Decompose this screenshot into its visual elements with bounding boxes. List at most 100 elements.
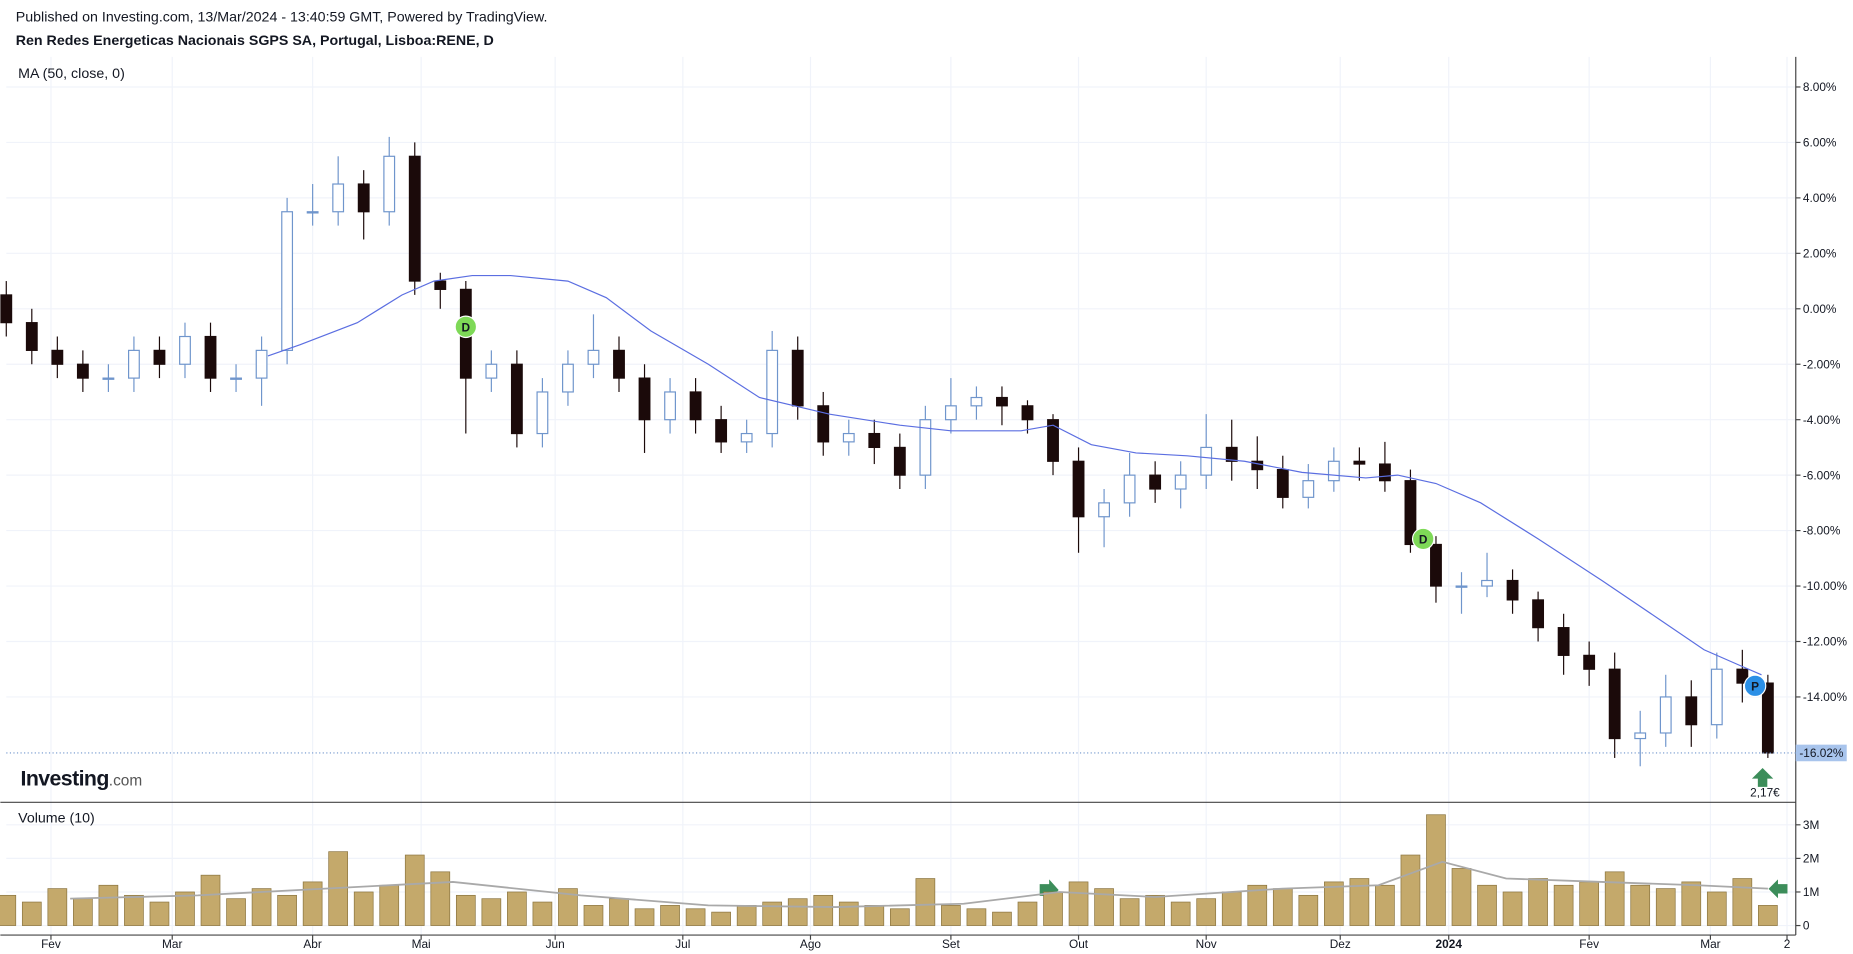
candle-body (1481, 579, 1493, 587)
volume-bar (1196, 898, 1217, 926)
volume-bar (1451, 868, 1472, 926)
y-tick-label: 0.00% (1803, 302, 1837, 316)
candle-body (944, 405, 957, 421)
volume-bar (762, 901, 783, 926)
candle-body (230, 377, 242, 380)
candle-body (868, 432, 881, 449)
volume-bar (558, 888, 578, 926)
candle-body (1506, 579, 1519, 601)
volume-bar (98, 884, 119, 926)
candle-body (893, 446, 906, 476)
y-tick-label: 2M (1803, 852, 1819, 866)
volume-bar (1375, 884, 1395, 926)
x-tick-label: Mar (162, 937, 182, 951)
event-marker-label: D (1419, 533, 1428, 547)
candle-body (1276, 469, 1289, 498)
candle-body (842, 432, 855, 443)
volume-bar (1579, 881, 1599, 926)
candle-body (1174, 474, 1187, 490)
x-tick-label: Fev (41, 937, 61, 951)
y-tick-label: -8.00% (1803, 524, 1841, 538)
candle-body (689, 391, 702, 421)
arrow-up (1751, 767, 1774, 787)
candle-body (1327, 460, 1340, 482)
volume-bar (583, 905, 604, 926)
candle-body (408, 155, 421, 282)
candle-body (179, 335, 191, 365)
y-tick-label: 1M (1803, 885, 1819, 899)
volume-bar (813, 894, 834, 926)
volume-bar (685, 908, 706, 926)
volume-bar (1298, 894, 1319, 926)
y-tick-label: -4.00% (1803, 413, 1841, 427)
volume-bar (1145, 894, 1165, 926)
volume-bar (1400, 854, 1421, 926)
volume-bar (1247, 884, 1268, 926)
candle-body (1557, 627, 1570, 656)
volume-bar (1502, 891, 1523, 926)
volume-bar (124, 894, 144, 926)
volume-bar (226, 898, 246, 926)
y-tick-label: 4.00% (1803, 191, 1837, 205)
volume-bar (915, 878, 936, 926)
candle-body (1047, 419, 1059, 462)
volume-bar (966, 908, 987, 926)
candle-body (204, 335, 217, 379)
candle-body (383, 155, 396, 213)
candle-body (1021, 405, 1034, 421)
candle-body (1200, 446, 1213, 476)
x-tick-label: Abr (303, 937, 321, 951)
candle-body (434, 280, 447, 290)
volume-bar (1170, 901, 1191, 926)
candle-body (1149, 474, 1162, 490)
volume-bar (532, 901, 553, 926)
event-marker-label: D (462, 321, 471, 335)
candle-body (1532, 599, 1545, 629)
volume-arrow (1768, 879, 1788, 899)
volume-bar (302, 881, 323, 926)
volume-bar (47, 888, 68, 926)
candle-body (306, 211, 319, 214)
volume-bar (941, 905, 961, 926)
candle-body (1608, 668, 1621, 740)
candle-body (51, 349, 64, 365)
candle-body (1302, 480, 1315, 498)
candle-body (1736, 668, 1749, 684)
candle-body (817, 405, 830, 443)
volume-bar (73, 898, 93, 926)
volume-bar (1221, 891, 1242, 926)
volume-bar (353, 891, 374, 926)
x-tick-label: Dez (1330, 937, 1351, 951)
candle-body (1225, 446, 1238, 462)
volume-bar (1681, 881, 1702, 926)
candle-body (919, 419, 932, 476)
candle-body (1072, 460, 1085, 518)
candle-body (1761, 682, 1774, 754)
candle-body (255, 349, 268, 379)
candle-body (1098, 502, 1111, 518)
volume-bar (1477, 884, 1497, 926)
candle-body (970, 396, 983, 407)
candle-body (1659, 696, 1672, 734)
y-tick-label: 6.00% (1803, 136, 1837, 150)
candle-body (1251, 460, 1264, 471)
y-tick-label: -14.00% (1803, 690, 1848, 704)
volume-bar (1426, 814, 1446, 926)
x-tick-label: Set (942, 937, 960, 951)
y-tick-label: 0 (1803, 919, 1810, 933)
candle-body (332, 183, 345, 213)
volume-bar (711, 911, 731, 926)
volume-bar (1655, 888, 1676, 926)
candle-body (638, 377, 651, 421)
candle-body (357, 183, 370, 213)
y-tick-label: -2.00% (1803, 357, 1841, 371)
publish-info: Published on Investing.com, 13/Mar/2024 … (16, 9, 548, 25)
event-marker (1743, 674, 1767, 698)
logo-main: Investing (20, 767, 108, 791)
volume-bar (634, 908, 655, 926)
volume-bar (1119, 898, 1140, 926)
volume-bar (838, 901, 859, 926)
volume-bar (430, 871, 451, 926)
candle-body (153, 349, 166, 365)
